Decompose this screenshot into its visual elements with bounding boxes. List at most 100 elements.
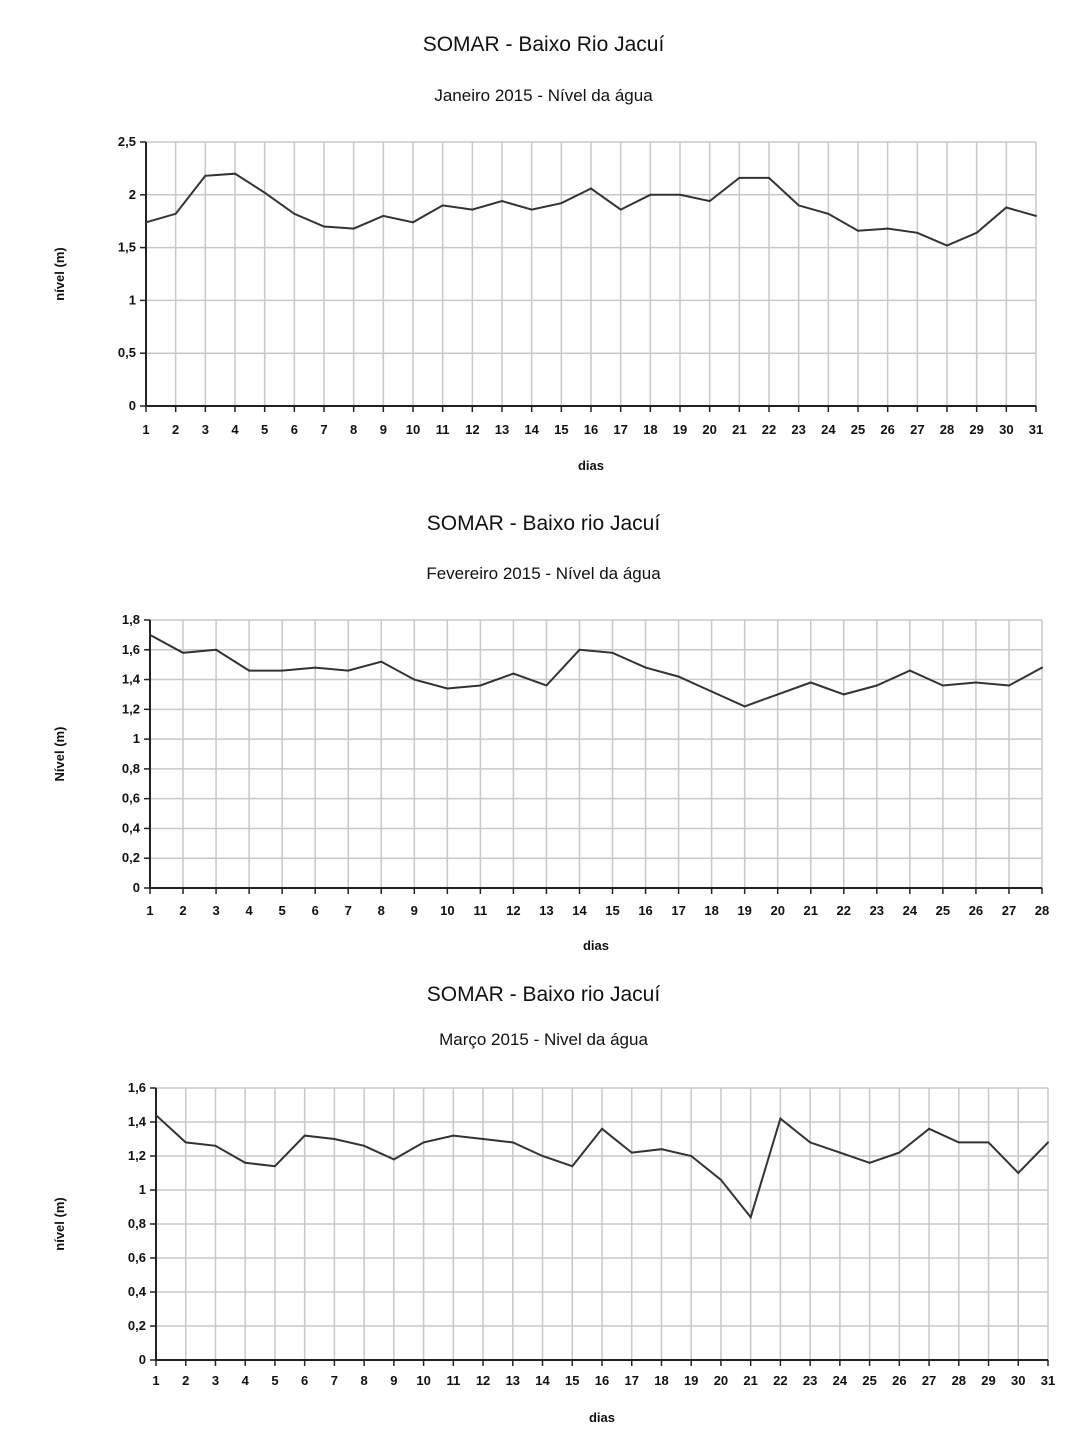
x-tick-label: 26 (969, 903, 983, 918)
data-point (273, 1165, 276, 1168)
data-point (530, 208, 533, 211)
x-tick-label: 16 (638, 903, 652, 918)
y-tick-label: 1 (133, 731, 140, 746)
data-point (827, 212, 830, 215)
data-point (333, 1138, 336, 1140)
y-tick-label: 1,2 (128, 1148, 146, 1163)
data-point (809, 681, 812, 684)
x-tick-label: 12 (506, 903, 520, 918)
data-point (501, 200, 503, 203)
x-tick-label: 28 (940, 422, 954, 437)
data-point (560, 202, 563, 205)
x-tick-label: 20 (702, 422, 716, 437)
data-point (363, 1144, 366, 1147)
x-tick-label: 26 (880, 422, 894, 437)
data-point (875, 684, 878, 687)
data-point (776, 693, 779, 696)
x-tick-label: 30 (999, 422, 1013, 437)
x-tick-label: 1 (142, 422, 149, 437)
data-point (204, 174, 207, 177)
data-point (710, 690, 713, 693)
x-tick-label: 14 (572, 903, 587, 918)
data-point (1007, 684, 1010, 687)
data-point (842, 693, 845, 696)
data-point (928, 1127, 931, 1130)
x-tick-label: 6 (312, 903, 319, 918)
data-point (975, 231, 978, 234)
data-point (957, 1141, 960, 1144)
x-tick-label: 18 (704, 903, 718, 918)
x-tick-label: 29 (969, 422, 983, 437)
data-point (511, 1141, 514, 1144)
data-point (244, 1161, 247, 1164)
x-tick-label: 3 (202, 422, 209, 437)
data-point (578, 648, 581, 651)
x-tick-label: 7 (320, 422, 327, 437)
x-tick-label: 31 (1029, 422, 1043, 437)
data-point (441, 204, 444, 207)
y-tick-label: 1,6 (122, 642, 140, 657)
x-tick-label: 28 (1035, 903, 1049, 918)
x-tick-label: 20 (714, 1373, 728, 1388)
x-tick-label: 21 (732, 422, 746, 437)
x-tick-label: 18 (654, 1373, 668, 1388)
data-point (868, 1161, 871, 1164)
x-tick-label: 27 (922, 1373, 936, 1388)
x-tick-label: 11 (473, 903, 487, 918)
data-point (809, 1141, 812, 1144)
data-point (214, 1144, 217, 1147)
data-point (797, 204, 800, 207)
x-tick-label: 9 (390, 1373, 397, 1388)
chart-title: SOMAR - Baixo rio Jacuí (426, 983, 661, 1006)
data-point (679, 193, 681, 196)
x-tick-label: 19 (737, 903, 751, 918)
chart-subtitle: Fevereiro 2015 - Nível da água (426, 564, 661, 583)
data-point (1017, 1172, 1020, 1174)
data-point (743, 705, 746, 708)
x-tick-label: 28 (952, 1373, 966, 1388)
x-tick-label: 9 (411, 903, 418, 918)
x-tick-label: 6 (301, 1373, 308, 1388)
data-point (898, 1151, 901, 1154)
chart-subtitle: Março 2015 - Nivel da água (439, 1030, 648, 1049)
data-point (303, 1134, 306, 1137)
data-point (281, 669, 284, 672)
data-point (392, 1158, 395, 1161)
x-tick-label: 10 (406, 422, 420, 437)
x-tick-label: 8 (350, 422, 357, 437)
y-tick-label: 0,2 (122, 850, 140, 865)
x-tick-label: 12 (465, 422, 479, 437)
data-point (946, 244, 948, 247)
data-point (677, 675, 680, 678)
x-tick-label: 10 (416, 1373, 430, 1388)
x-tick-label: 15 (605, 903, 619, 918)
x-axis-label: dias (589, 1410, 615, 1425)
data-point (412, 221, 414, 224)
y-tick-label: 1,4 (122, 672, 141, 687)
x-tick-label: 26 (892, 1373, 906, 1388)
data-point (422, 1141, 425, 1144)
x-tick-label: 5 (261, 422, 268, 437)
data-point (838, 1151, 841, 1154)
x-tick-label: 27 (910, 422, 924, 437)
x-tick-label: 21 (743, 1373, 757, 1388)
data-point (708, 200, 711, 203)
x-tick-label: 15 (565, 1373, 579, 1388)
data-point (174, 212, 177, 215)
x-tick-label: 13 (495, 422, 509, 437)
x-tick-label: 17 (624, 1373, 638, 1388)
x-tick-label: 8 (378, 903, 385, 918)
x-tick-label: 22 (773, 1373, 787, 1388)
data-point (908, 669, 911, 672)
x-tick-label: 25 (936, 903, 950, 918)
x-tick-label: 11 (446, 1373, 460, 1388)
y-axis-label: nível (m) (52, 247, 67, 300)
data-point (974, 681, 977, 684)
data-point (323, 225, 325, 228)
data-point (545, 684, 548, 687)
y-tick-label: 0,8 (122, 761, 140, 776)
data-point (352, 227, 355, 230)
x-tick-label: 24 (833, 1373, 848, 1388)
